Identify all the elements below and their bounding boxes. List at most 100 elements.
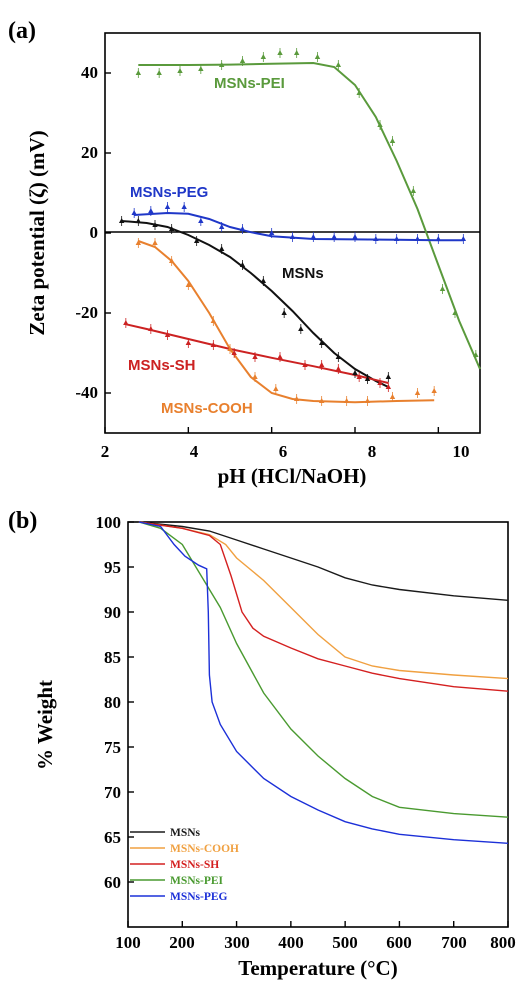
data-point-msns-pei	[410, 186, 417, 196]
data-point-msns-pei	[293, 48, 300, 58]
tga-line-msns-cooh	[138, 521, 509, 680]
data-point-msns-pei	[198, 64, 204, 74]
y-tick-label: 80	[104, 693, 121, 712]
y-tick-label: -20	[75, 303, 98, 322]
data-point-msns-cooh	[227, 344, 233, 354]
data-point-msns-peg	[239, 224, 246, 234]
x-tick-label: 400	[278, 933, 304, 952]
fit-curve-msns-sh	[125, 323, 389, 384]
data-point-msns-sh	[231, 348, 237, 358]
panel-b: (b) 100 200 300 400 500 600 700 800 100 …	[8, 508, 516, 980]
data-point-msns-peg	[331, 232, 337, 242]
y-tick-label: 60	[104, 873, 121, 892]
data-point-msns	[385, 372, 392, 382]
data-point-msns	[260, 276, 267, 286]
x-tick-label: 100	[115, 933, 141, 952]
data-point-msns-peg	[310, 232, 317, 242]
x-tick-label: 2	[101, 442, 110, 461]
series-label-msns-peg: MSNs-PEG	[130, 184, 208, 201]
data-point-msns-cooh	[389, 392, 396, 402]
data-point-msns-pei	[439, 284, 446, 294]
data-point-msns-pei	[389, 136, 396, 146]
plot-frame-b	[127, 521, 509, 928]
data-point-msns	[318, 338, 325, 348]
legend-label-msns-pei: MSNs-PEI	[170, 875, 224, 887]
data-point-msns-peg	[164, 202, 171, 212]
data-point-msns-peg	[393, 234, 400, 244]
legend-label-msns-peg: MSNs-PEG	[170, 891, 228, 903]
tga-line-msns-peg	[138, 521, 509, 844]
tga-line-msns-sh	[138, 521, 509, 692]
y-tick-label: 65	[104, 828, 121, 847]
y-axis-title-b: % Weight	[33, 680, 57, 770]
data-point-msns-sh	[318, 360, 325, 370]
data-point-msns	[281, 308, 287, 318]
x-ticks-a: 2 4 6 8 10	[101, 442, 470, 461]
data-point-msns-peg	[218, 222, 225, 232]
x-ticks-b: 100 200 300 400 500 600 700 800	[115, 933, 516, 952]
y-tick-label: -40	[75, 383, 98, 402]
data-point-msns-pei	[218, 60, 225, 70]
data-point-msns-pei	[356, 88, 362, 98]
data-point-msns-sh	[252, 352, 258, 362]
tga-line-msns-pei	[138, 521, 509, 818]
legend-label-msns: MSNs	[170, 827, 201, 839]
data-point-msns-sh	[356, 372, 362, 382]
x-tick-label: 4	[190, 442, 199, 461]
data-point-msns	[135, 216, 142, 226]
y-tick-label: 40	[81, 63, 98, 82]
data-point-msns-peg	[148, 206, 154, 216]
x-tick-label: 8	[368, 442, 377, 461]
panel-label-b: (b)	[8, 508, 37, 534]
data-point-msns-sh	[148, 324, 154, 334]
data-point-msns-pei	[452, 308, 458, 318]
x-tick-label: 700	[441, 933, 467, 952]
data-point-msns	[193, 236, 200, 246]
series-label-msns: MSNs	[282, 265, 324, 282]
series-label-msns-cooh: MSNs-COOH	[161, 400, 253, 417]
data-point-msns-peg	[289, 232, 296, 242]
y-ticks-a: 40 20 0 -20 -40	[75, 63, 98, 402]
data-point-msns	[168, 224, 175, 234]
y-tick-label: 70	[104, 783, 121, 802]
data-point-msns-sh	[335, 364, 342, 374]
data-point-msns-peg	[198, 216, 204, 226]
data-point-msns-cooh	[293, 394, 300, 404]
fit-curve-msns-pei	[138, 61, 481, 370]
legend-label-msns-sh: MSNs-SH	[170, 859, 219, 871]
data-point-msns-pei	[177, 66, 183, 76]
x-tick-label: 300	[224, 933, 250, 952]
series-label-msns-pei: MSNs-PEI	[214, 75, 285, 92]
data-point-msns-cooh	[252, 372, 258, 382]
data-point-msns-sh	[123, 318, 129, 328]
tga-line-msns	[138, 521, 509, 601]
data-point-msns	[298, 324, 304, 334]
data-point-msns-sh	[302, 360, 308, 370]
data-point-msns-pei	[335, 60, 342, 70]
data-point-msns-cooh	[431, 386, 437, 396]
data-point-msns-peg	[460, 234, 467, 244]
data-point-msns-pei	[156, 68, 162, 78]
data-point-msns-pei	[377, 120, 383, 130]
y-tick-label: 100	[96, 513, 122, 532]
data-point-msns-pei	[314, 52, 321, 62]
y-tick-label: 90	[104, 603, 121, 622]
y-tick-label: 75	[104, 738, 121, 757]
data-point-msns-peg	[373, 234, 379, 244]
data-point-msns-pei	[260, 52, 267, 62]
data-point-msns-pei	[277, 48, 283, 58]
y-tick-label: 85	[104, 648, 121, 667]
data-point-msns-cooh	[318, 396, 325, 406]
legend-b: MSNs MSNs-COOH MSNs-SH MSNs-PEI MSNs-PEG	[130, 827, 239, 903]
data-point-msns-cooh	[364, 396, 371, 406]
x-tick-label: 6	[279, 442, 288, 461]
fit-curve-msns-peg	[134, 211, 464, 242]
data-point-msns-cooh	[210, 316, 217, 326]
y-axis-title-a: Zeta potential (ζ) (mV)	[25, 130, 49, 335]
x-tick-label: 600	[386, 933, 412, 952]
series-label-msns-sh: MSNs-SH	[128, 357, 196, 374]
y-tick-label: 0	[90, 223, 99, 242]
data-point-msns-pei	[473, 350, 479, 360]
data-point-msns	[118, 216, 125, 226]
